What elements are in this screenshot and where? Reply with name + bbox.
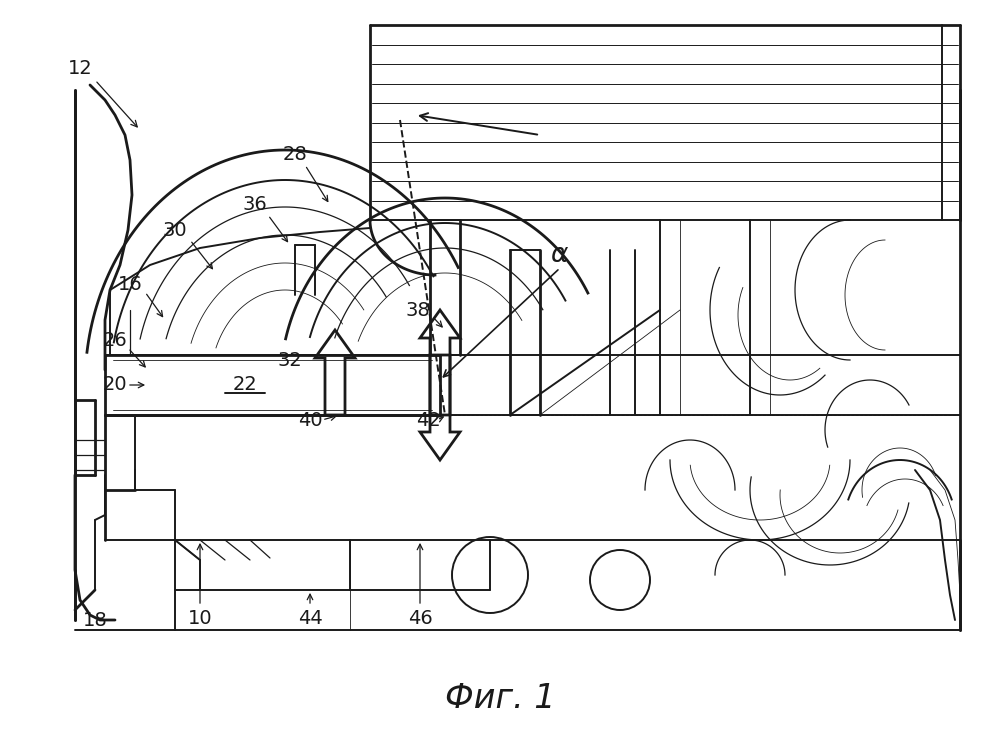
Text: 46: 46 (408, 609, 432, 627)
Text: 36: 36 (243, 196, 267, 215)
Text: Фиг. 1: Фиг. 1 (445, 681, 555, 714)
Text: $\alpha$: $\alpha$ (550, 242, 570, 268)
Text: 40: 40 (298, 410, 322, 430)
Text: 12: 12 (68, 58, 92, 77)
Text: 44: 44 (298, 609, 322, 627)
Text: 10: 10 (188, 609, 212, 627)
Text: 38: 38 (406, 300, 430, 320)
Text: 32: 32 (278, 351, 302, 370)
Text: 18: 18 (83, 610, 107, 630)
Text: 28: 28 (283, 145, 307, 165)
Text: 42: 42 (416, 410, 440, 430)
Text: 30: 30 (163, 221, 187, 240)
Text: 16: 16 (118, 275, 142, 294)
Text: 22: 22 (233, 376, 257, 395)
Text: 20: 20 (103, 376, 127, 395)
Text: 26: 26 (103, 331, 127, 350)
